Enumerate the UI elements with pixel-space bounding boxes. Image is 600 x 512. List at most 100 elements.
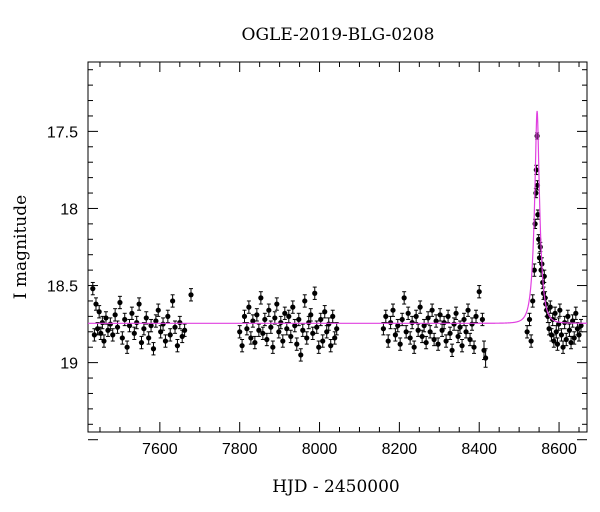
y-tick-label: 19 (60, 356, 78, 373)
data-point (322, 305, 328, 319)
data-point (280, 334, 286, 348)
x-tick-labels: 7600 7800 8000 8200 8400 8600 (142, 441, 577, 458)
data-point (526, 312, 533, 327)
data-point (174, 339, 181, 353)
data-point (437, 308, 443, 322)
data-point (298, 348, 304, 362)
data-point (167, 328, 173, 342)
data-point (445, 309, 451, 324)
data-point (294, 337, 300, 351)
data-point (296, 312, 302, 327)
data-point (320, 334, 326, 348)
data-point (536, 252, 543, 263)
data-point (576, 328, 582, 342)
data-point (403, 325, 409, 339)
y-tick-label: 17.5 (47, 124, 78, 141)
data-point (334, 322, 340, 336)
data-point (449, 343, 455, 357)
data-point (302, 294, 308, 308)
data-point (395, 318, 401, 333)
data-point (427, 325, 433, 339)
y-axis-label: I magnitude (11, 195, 31, 299)
data-point (401, 291, 407, 305)
data-point (266, 303, 272, 317)
data-point (160, 317, 166, 331)
x-tick-label: 8000 (302, 441, 338, 458)
data-point (110, 328, 116, 342)
data-point (553, 325, 559, 339)
data-point (483, 348, 489, 368)
data-point (467, 332, 473, 347)
data-point (254, 308, 260, 322)
data-point (117, 295, 123, 310)
axis-ticks (88, 62, 587, 441)
data-point (119, 331, 125, 345)
data-point (473, 309, 479, 324)
data-point (150, 342, 157, 356)
y-tick-label: 18 (60, 201, 78, 218)
data-point (93, 297, 99, 311)
y-tick-label: 18.5 (47, 279, 78, 296)
data-point (162, 334, 169, 348)
data-point (546, 322, 552, 336)
data-point (248, 331, 254, 345)
x-tick-label: 8200 (382, 441, 418, 458)
data-point (556, 317, 562, 331)
data-point (148, 318, 154, 333)
data-point (557, 303, 563, 317)
data-point (465, 303, 471, 317)
data-point (177, 315, 183, 330)
data-point (292, 318, 298, 333)
data-point (435, 337, 441, 351)
data-point (423, 335, 429, 350)
data-point (241, 309, 248, 324)
x-tick-label: 8400 (461, 441, 497, 458)
data-point (552, 306, 558, 320)
data-point (258, 291, 264, 305)
data-point (141, 322, 147, 336)
data-point (276, 325, 282, 339)
y-tick-labels: 17.5 18 18.5 19 (47, 124, 78, 372)
data-point (146, 331, 152, 345)
data-point (290, 300, 296, 314)
data-point (431, 332, 437, 347)
data-point (570, 314, 576, 328)
data-point (239, 339, 245, 353)
x-tick-label: 7600 (142, 441, 178, 458)
data-point (170, 294, 176, 308)
data-point (274, 297, 280, 311)
data-point (155, 303, 161, 317)
data-point (524, 325, 530, 339)
data-point (417, 300, 423, 314)
data-point (413, 309, 419, 324)
data-point (387, 315, 394, 330)
data-point (528, 334, 534, 348)
data-point (530, 294, 536, 308)
data-point (443, 334, 449, 348)
data-point (158, 325, 164, 339)
data-point (433, 314, 439, 328)
data-point (136, 297, 142, 311)
data-point (547, 300, 553, 314)
data-point (129, 306, 135, 320)
data-point (124, 340, 130, 354)
data-point (288, 329, 294, 344)
data-point (405, 306, 411, 320)
data-point (463, 325, 469, 339)
data-point (268, 320, 274, 334)
data-point (566, 323, 573, 337)
data-point (551, 334, 557, 348)
data-point (90, 281, 96, 296)
data-point (252, 335, 258, 350)
data-point (397, 337, 403, 351)
data-point (411, 340, 417, 354)
data-point (138, 335, 145, 350)
data-point (471, 340, 477, 354)
data-point (407, 331, 413, 345)
data-point (476, 285, 482, 299)
data-point (101, 334, 107, 348)
model-curve (88, 110, 587, 324)
x-axis-label: HJD - 2450000 (272, 477, 400, 497)
data-point (328, 339, 334, 353)
